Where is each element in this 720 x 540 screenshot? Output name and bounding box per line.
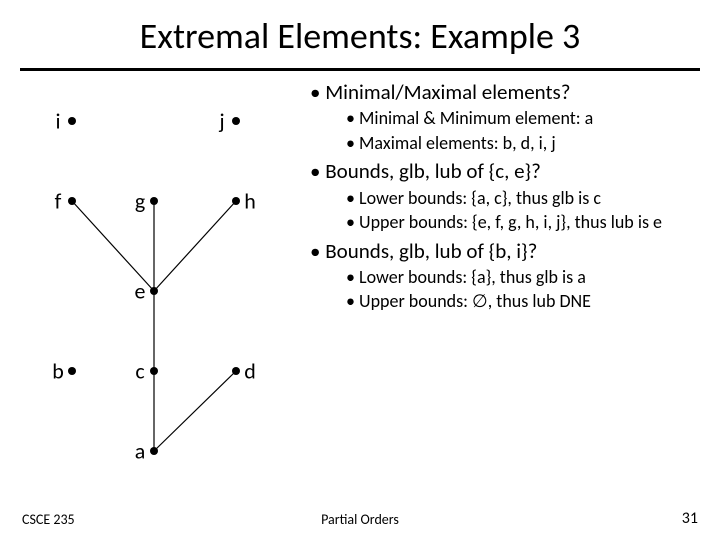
node-h [232,197,240,205]
node-label-a: a [135,438,146,465]
footer-page-number: 31 [682,509,698,528]
node-j [232,117,240,125]
sub-bullet-item: Maximal elements: b, d, i, j [328,132,706,155]
node-d [232,367,240,375]
bullet-points: Minimal/Maximal elements?Minimal & Minim… [310,71,720,501]
node-label-i: i [55,108,60,135]
bullet-item: Bounds, glb, lub of {c, e}?Lower bounds:… [310,158,706,233]
sub-bullet-item: Lower bounds: {a}, thus glb is a [328,266,706,289]
bullet-item: Bounds, glb, lub of {b, i}?Lower bounds:… [310,238,706,313]
diagram-edges [0,71,310,501]
sub-bullet-item: Upper bounds: ∅, thus lub DNE [328,290,706,313]
node-e [150,287,158,295]
diagram-edge [154,371,236,451]
node-label-d: d [244,358,256,385]
footer-topic: Partial Orders [321,511,399,528]
page-title: Extremal Elements: Example 3 [0,0,720,68]
node-g [150,197,158,205]
bullet-item: Minimal/Maximal elements?Minimal & Minim… [310,79,706,154]
node-i [68,117,76,125]
hasse-diagram: i j f g h e b c d a [0,71,310,501]
node-b [68,367,76,375]
sub-bullet-item: Lower bounds: {a, c}, thus glb is c [328,187,706,210]
sub-bullet-item: Minimal & Minimum element: a [328,107,706,130]
node-a [150,447,158,455]
node-c [150,367,158,375]
node-label-b: b [52,358,64,385]
node-f [68,197,76,205]
footer-course: CSCE 235 [22,511,75,528]
diagram-edge [154,201,236,291]
node-label-e: e [135,278,146,305]
node-label-c: c [135,358,144,385]
sub-bullet-item: Upper bounds: {e, f, g, h, i, j}, thus l… [328,211,706,234]
node-label-f: f [55,188,62,215]
content-area: i j f g h e b c d a Minimal/Maximal elements?Mini… [0,71,720,501]
node-label-h: h [244,188,256,215]
node-label-j: j [219,108,224,135]
node-label-g: g [135,188,145,215]
